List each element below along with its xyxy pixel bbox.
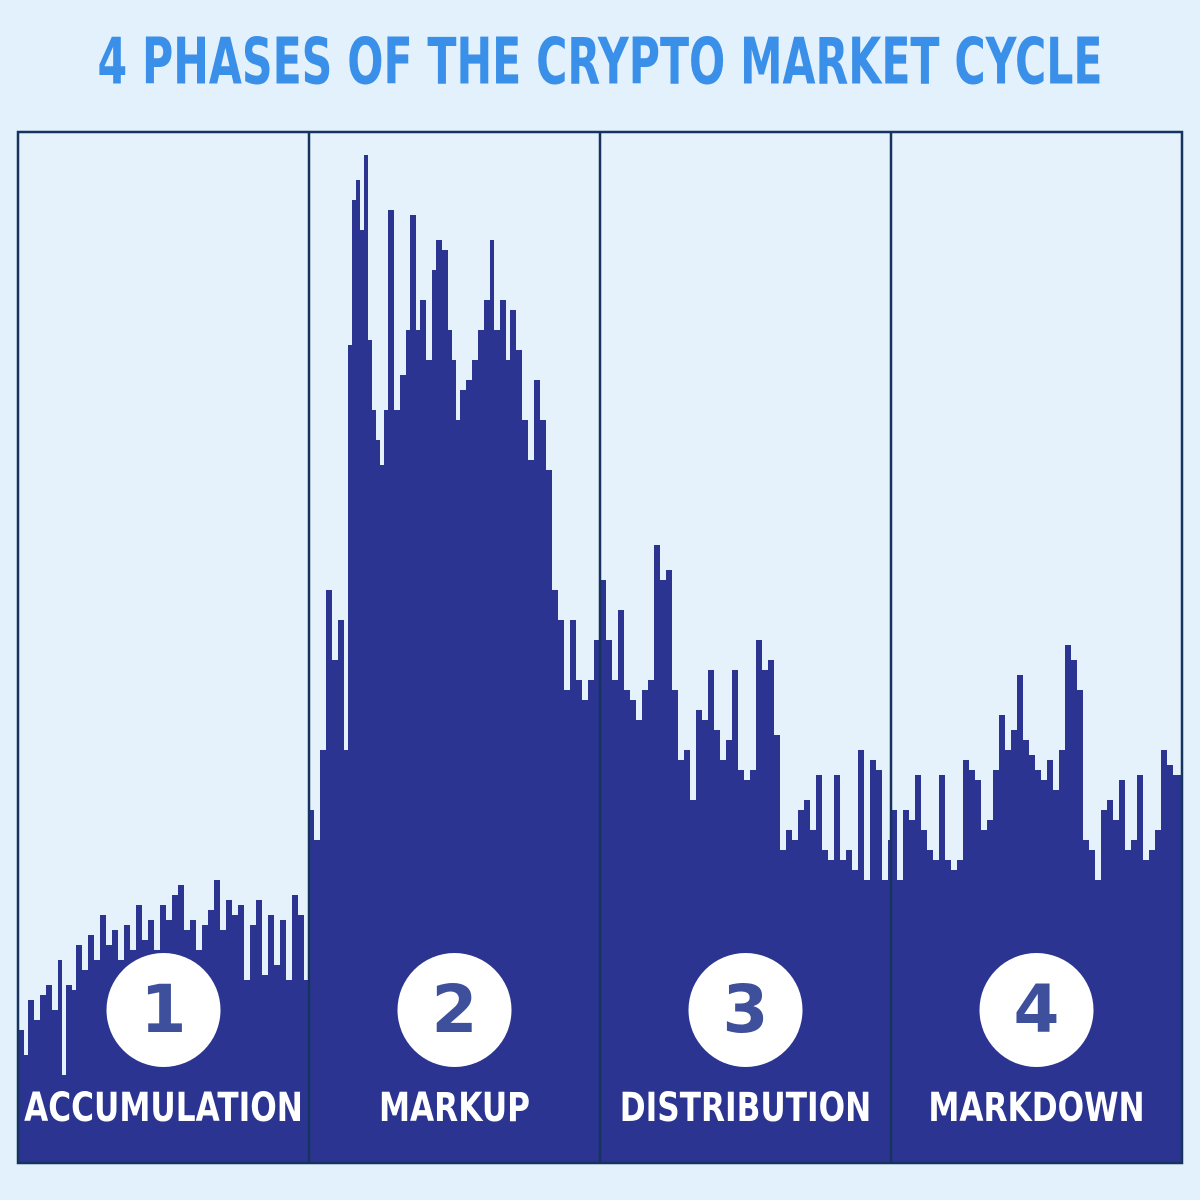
- phase-name: ACCUMULATION: [24, 1085, 303, 1131]
- phase-name: DISTRIBUTION: [620, 1085, 872, 1131]
- phase-circle: [979, 953, 1094, 1067]
- phase-number: 1: [141, 971, 187, 1048]
- phase-number: 3: [723, 971, 769, 1048]
- phases: 1 ACCUMULATION 2 MARKUP 3 DISTRIBUTION 4 MARKDO…: [24, 953, 1145, 1131]
- phase-number: 2: [432, 971, 478, 1048]
- title: 4 PHASES OF THE CRYPTO MARKET CYCLE: [98, 26, 1103, 100]
- phase-number: 4: [1014, 971, 1060, 1048]
- phase-circle: [106, 953, 221, 1067]
- phase-circle: [688, 953, 803, 1067]
- phase-name: MARKDOWN: [928, 1085, 1144, 1131]
- phase-circle: [397, 953, 512, 1067]
- phase-name: MARKUP: [379, 1085, 530, 1131]
- frame: [16, 130, 1184, 1165]
